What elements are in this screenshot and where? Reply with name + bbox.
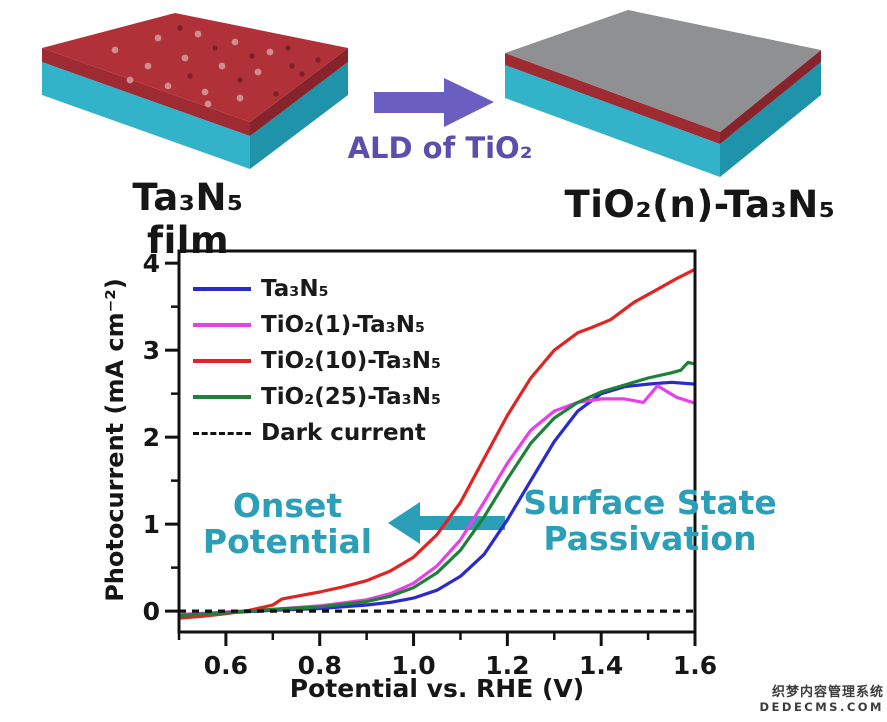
arrow-head: [444, 78, 494, 127]
y-axis-label: Photocurrent (mA cm⁻²): [101, 278, 129, 602]
series-tio-10-ta-n-: [178, 267, 696, 620]
legend-item: Ta₃N₅: [193, 271, 441, 307]
onset-arrow-shaft: [420, 516, 505, 530]
slab-cyan-left-face: [505, 65, 720, 177]
pinhole-dot: [204, 100, 212, 108]
watermark: 织梦内容管理系统 DEDECMS.COM: [760, 681, 885, 714]
ald-arrow-icon: [374, 78, 494, 127]
photocurrent-chart: 0 1 2 3 4 0.6 0.8 1.0 1.2 1.4 1.6 Ta₃N₅ TiO₂(1)-Ta₃…: [0, 230, 790, 722]
legend-swatch: [193, 287, 251, 291]
y-tick-label: 3: [143, 336, 160, 365]
legend-label: Ta₃N₅: [261, 276, 329, 302]
legend-label: Dark current: [261, 420, 426, 446]
slab-cyan-left-face: [42, 62, 250, 169]
left-slab-label: Ta₃N₅ film: [132, 176, 244, 262]
onset-line2: Potential: [202, 522, 373, 562]
pinhole-dots: [111, 25, 321, 108]
chart-legend: Ta₃N₅ TiO₂(1)-Ta₃N₅ TiO₂(10)-Ta₃N₅ TiO₂(25)…: [193, 271, 441, 451]
slab-red-left-face: [42, 48, 250, 136]
x-tick-label: 0.6: [204, 651, 248, 680]
figure-top-row: Ta₃N₅ film ALD of TiO₂ TiO₂(n)-Ta₃N₅: [0, 0, 887, 262]
legend-swatch: [193, 323, 251, 327]
surface-line1: Surface State: [523, 483, 777, 522]
legend-swatch: [193, 431, 251, 435]
series-ta-n-: [178, 380, 696, 618]
series-tio-25-ta-n-: [178, 360, 696, 618]
pinhole-dot: [181, 54, 189, 62]
pinhole-dot: [237, 77, 243, 83]
pinhole-dot: [201, 88, 209, 96]
slab-red-left-face: [505, 53, 720, 144]
legend-label: TiO₂(10)-Ta₃N₅: [261, 348, 442, 374]
pinhole-dot: [236, 94, 244, 102]
pinhole-dot: [249, 53, 255, 59]
slab-red-right-face: [250, 48, 348, 136]
pinhole-dot: [111, 46, 119, 54]
legend-label: TiO₂(1)-Ta₃N₅: [261, 312, 426, 338]
pinhole-dot: [154, 34, 162, 42]
x-tick-label: 1.6: [673, 651, 717, 680]
tio2-slab-illustration: [505, 10, 821, 177]
pinhole-dot: [285, 45, 291, 51]
y-tick-label: 1: [143, 510, 160, 539]
pinhole-dot: [144, 62, 152, 70]
legend-item: TiO₂(1)-Ta₃N₅: [193, 307, 441, 343]
slab-red-right-face: [720, 50, 821, 144]
plot-svg: 0 1 2 3 4 0.6 0.8 1.0 1.2 1.4 1.6: [143, 249, 718, 680]
pinhole-dot: [212, 45, 218, 51]
pinhole-dot: [254, 68, 262, 76]
legend-item: Dark current: [193, 415, 441, 451]
x-tick-label: 1.0: [391, 651, 435, 680]
y-tick-label: 4: [143, 249, 160, 278]
watermark-line2: DEDECMS.COM: [759, 700, 884, 714]
legend-item: TiO₂(25)-Ta₃N₅: [193, 379, 441, 415]
right-slab-label: TiO₂(n)-Ta₃N₅: [564, 183, 836, 226]
surface-line2: Passivation: [543, 519, 757, 559]
onset-arrow-head: [388, 502, 420, 544]
x-tick-label: 0.8: [298, 651, 342, 680]
pinhole-dot: [266, 48, 274, 56]
pinhole-dot: [273, 91, 279, 97]
y-tick-label: 0: [143, 597, 160, 626]
legend-label: TiO₂(25)-Ta₃N₅: [261, 384, 442, 410]
legend-swatch: [193, 395, 251, 399]
x-axis-label: Potential vs. RHE (V): [289, 674, 585, 703]
pinhole-dot: [218, 62, 226, 70]
pinhole-dot: [177, 25, 183, 31]
pinhole-dot: [194, 30, 202, 38]
slab-red-top-face: [42, 13, 348, 122]
pinhole-dot: [164, 82, 172, 90]
onset-potential-annotation: Onset Potential: [170, 486, 405, 562]
y-tick-label: 2: [143, 423, 160, 452]
slab-gray-top-face: [505, 10, 821, 132]
legend-swatch: [193, 359, 251, 363]
ald-arrow-label: ALD of TiO₂: [347, 131, 533, 165]
ta3n5-slab-illustration: [42, 13, 348, 169]
x-tick-label: 1.2: [485, 651, 529, 680]
pinhole-dot: [231, 38, 239, 46]
plot-border: [177, 249, 697, 634]
arrow-shaft: [374, 92, 446, 113]
pinhole-dot: [315, 57, 321, 63]
pinhole-dot: [289, 63, 295, 69]
x-tick-label: 1.4: [579, 651, 623, 680]
onset-line1: Onset: [232, 486, 343, 525]
pinhole-dot: [187, 73, 193, 79]
surface-state-passivation-annotation: Surface State Passivation: [515, 483, 785, 559]
legend-item: TiO₂(10)-Ta₃N₅: [193, 343, 441, 379]
slab-cyan-right-face: [250, 62, 348, 169]
pinhole-dot: [126, 76, 134, 84]
pinhole-dot: [299, 71, 305, 77]
slab-cyan-right-face: [720, 62, 821, 177]
watermark-line1: 织梦内容管理系统: [771, 685, 884, 700]
